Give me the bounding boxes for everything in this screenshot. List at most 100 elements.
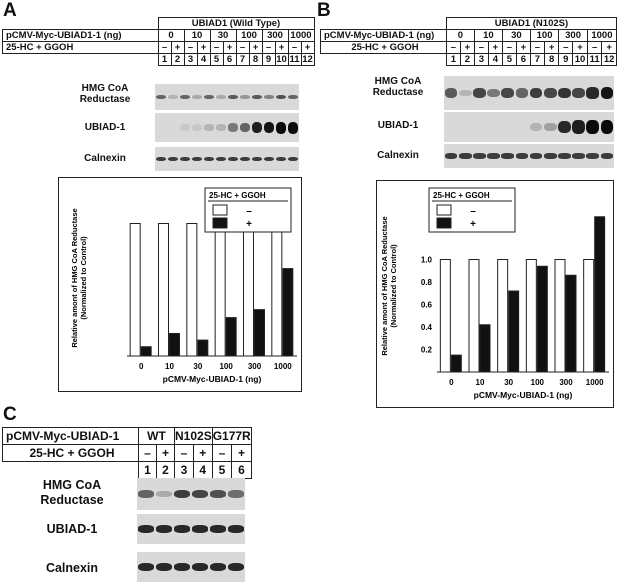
chart-b-xtick-10: 10	[476, 378, 485, 387]
panel-c-sign-1: –	[138, 444, 157, 462]
chart-a-bar-minus-10	[158, 223, 169, 357]
panel-b-hmgcr-band-12	[600, 87, 614, 99]
panel-a-calnexin-band-11	[275, 156, 287, 162]
panel-a-sign-7: –	[235, 41, 250, 54]
chart-a-bar-plus-1000	[282, 268, 294, 357]
panel-c-hmgcr-label: HMG CoA Reductase	[40, 478, 104, 507]
chart-a-xtick-1000: 1000	[274, 362, 292, 371]
panel-b-calnexin-band-9	[558, 153, 571, 159]
panel-b-ubiad1-band-12	[600, 120, 614, 134]
panel-a-hmgcr-band-4	[191, 95, 203, 99]
panel-b-calnexin-band-3	[473, 153, 486, 159]
panel-c-hmgcr-blot	[137, 478, 245, 510]
panel-b-calnexin-band-10	[572, 153, 585, 159]
panel-a-calnexin-band-10	[263, 156, 275, 162]
chart-a-bar-plus-300	[254, 309, 265, 357]
panel-b-lane-9: 9	[558, 53, 574, 66]
panel-letter-a: A	[3, 0, 17, 21]
panel-c-calnexin-band-6	[227, 562, 245, 572]
chart-b-bar-minus-10	[468, 259, 480, 373]
panel-b-lane-11: 11	[586, 53, 603, 66]
chart-a-xtick-30: 30	[193, 362, 202, 371]
panel-c-sign-2: +	[156, 444, 175, 462]
panel-letter-b: B	[317, 0, 331, 21]
panel-b-ubiad1-band-10	[572, 120, 585, 134]
panel-a-lane-9: 9	[261, 53, 276, 66]
panel-a-ubiad1-band-9	[251, 121, 263, 134]
panel-b-hmgcr-band-1	[444, 88, 458, 98]
chart-a-legend-label-1: –	[246, 206, 252, 217]
panel-a-ubiad1-band-12	[287, 121, 299, 134]
panel-a-hmgcr-band-10	[263, 94, 275, 100]
chart-a-legend-title: 25-HC + GGOH	[209, 191, 266, 200]
panel-c-lane-5: 5	[211, 461, 233, 479]
panel-a-lane-6: 6	[222, 53, 237, 66]
panel-a-ubiad1-band-6	[215, 124, 227, 131]
chart-b-bar-minus-30	[497, 259, 509, 373]
panel-b-sign-1: –	[445, 41, 461, 54]
panel-c-calnexin-blot	[137, 552, 245, 582]
panel-a-hmgcr-band-8	[239, 95, 251, 99]
chart-b-legend-label-1: –	[470, 206, 476, 217]
panel-b-calnexin-band-8	[543, 153, 557, 159]
panel-b-header: UBIAD1 (N102S)	[445, 17, 617, 30]
panel-b-hmgcr-band-9	[558, 87, 571, 99]
chart-a-bar-minus-0	[129, 223, 141, 357]
panel-a-treatment-label: 25-HC + GGOH	[2, 41, 159, 54]
panel-a-ubiad1-label: UBIAD-1	[84, 122, 126, 133]
panel-c-hmgcr-band-4	[191, 489, 209, 499]
panel-a-dose-6: 1000	[287, 29, 315, 42]
panel-b-lane-1: 1	[445, 53, 461, 66]
panel-a-dose-4: 100	[235, 29, 263, 42]
chart-a-bar-minus-1000	[271, 223, 283, 357]
panel-b-ubiad1-band-8	[543, 122, 557, 132]
panel-a-calnexin-band-2	[167, 156, 179, 162]
panel-c-calnexin-label: Calnexin	[45, 561, 99, 575]
panel-c-ubiad1-band-3	[173, 525, 191, 533]
chart-a-xtick-0: 0	[139, 362, 144, 371]
panel-c-plasmid-label: pCMV-Myc-UBIAD-1	[2, 427, 139, 445]
panel-c-ubiad1-band-2	[155, 525, 173, 533]
panel-a-sign-2: +	[170, 41, 185, 54]
panel-a-lane-8: 8	[248, 53, 263, 66]
panel-a-conditions: UBIAD1 (Wild Type) pCMV-Myc-UBIAD1-1 (ng…	[2, 17, 315, 66]
panel-b-chart: Relative amont of HMG CoA Reductase (Norm…	[376, 180, 614, 408]
panel-b-hmgcr-band-4	[487, 88, 500, 98]
panel-a-hmgcr-band-12	[287, 94, 299, 100]
panel-b-calnexin-band-2	[458, 153, 472, 159]
panel-b-sign-3: –	[473, 41, 489, 54]
panel-c-calnexin-band-5	[209, 562, 227, 572]
chart-a-legend-swatch-2	[212, 217, 228, 229]
panel-a-hmgcr-band-6	[215, 95, 227, 99]
panel-a-lane-5: 5	[209, 53, 224, 66]
panel-c-hmgcr-band-3	[173, 489, 191, 499]
panel-a-sign-5: –	[209, 41, 224, 54]
panel-b-hmgcr-band-6	[515, 88, 529, 98]
chart-a-bar-plus-100	[225, 317, 237, 357]
panel-a-ubiad1-band-8	[239, 122, 251, 133]
panel-a-calnexin-band-3	[179, 156, 191, 162]
panel-b-calnexin-band-6	[515, 153, 529, 159]
chart-a-bar-plus-30	[197, 339, 209, 357]
panel-b-lane-3: 3	[473, 53, 489, 66]
panel-a-sign-11: –	[287, 41, 302, 54]
panel-a-header: UBIAD1 (Wild Type)	[157, 17, 315, 30]
panel-c-lane-6: 6	[231, 461, 252, 479]
chart-a-xlabel: pCMV-Myc-UBIAD-1 (ng)	[163, 374, 262, 384]
chart-b-xtick-1000: 1000	[586, 378, 604, 387]
chart-b-bar-minus-100	[525, 259, 537, 373]
panel-b-hmgcr-band-2	[458, 89, 472, 97]
panel-c-hmgcr-band-1	[137, 490, 155, 498]
panel-b-sign-10: +	[572, 41, 588, 54]
panel-b-dose-2: 10	[473, 29, 503, 42]
panel-a-hmgcr-blot	[155, 84, 299, 110]
panel-a-calnexin-blot	[155, 147, 299, 171]
panel-a-ubiad1-band-10	[263, 121, 275, 134]
panel-b-ubiad1-band-11	[586, 120, 600, 134]
panel-b-dose-3: 30	[501, 29, 531, 42]
panel-c-lane-4: 4	[192, 461, 213, 479]
panel-a-hmgcr-band-2	[167, 95, 179, 99]
chart-b-ytick-4: 0.4	[421, 323, 433, 332]
chart-b-legend-swatch-2	[436, 217, 452, 229]
chart-b-ytick-5: 0.2	[421, 346, 433, 355]
